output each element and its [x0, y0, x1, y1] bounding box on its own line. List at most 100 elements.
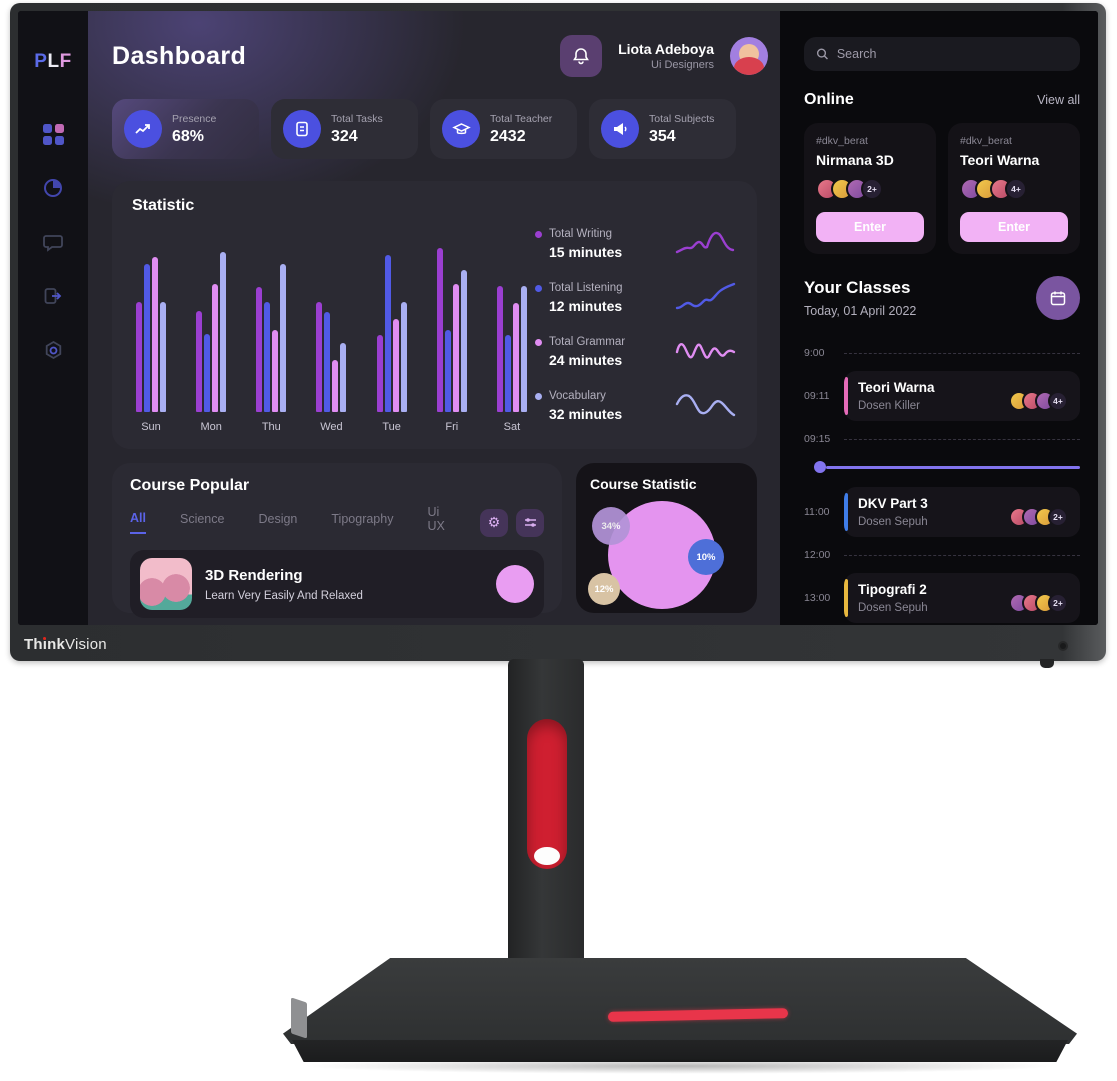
logout-icon[interactable]	[40, 283, 66, 309]
legend-item: Total Writing 15 minutes	[535, 227, 737, 261]
monitor-stand	[508, 659, 584, 989]
avatar-stack: 2+	[1009, 507, 1068, 527]
chat-icon[interactable]	[40, 229, 66, 255]
grammar-sparkline	[675, 343, 736, 359]
avatar-stack: 4+	[1009, 391, 1068, 411]
room-card-nirmana-3d: #dkv_berat Nirmana 3D 2+ Enter	[804, 123, 936, 254]
bar	[264, 301, 271, 412]
search-bar[interactable]	[804, 37, 1080, 71]
search-input[interactable]	[836, 47, 1068, 61]
course-statistic-panel: Course Statistic 34% 10% 12%	[576, 463, 757, 613]
bar-category-label: Sun	[141, 421, 161, 433]
bar	[204, 333, 211, 412]
legend-item: Total Listening 12 minutes	[535, 281, 737, 315]
avatar-stack: 4+	[960, 178, 1068, 200]
course-avatar	[496, 565, 534, 603]
document-icon	[283, 110, 321, 148]
classes-date: Today, 01 April 2022	[804, 304, 917, 318]
floor-shadow	[300, 1058, 1060, 1074]
user-avatar[interactable]	[730, 37, 768, 75]
bar	[280, 264, 287, 412]
bar-category-label: Sat	[503, 421, 521, 433]
more-avatars-badge: 4+	[1005, 178, 1027, 200]
bubble-10: 10%	[688, 539, 724, 575]
tab-ui-ux[interactable]: Ui UX	[427, 505, 445, 533]
bar-chart: Sun Mon Thu Wed Tue Fri Sat	[132, 223, 535, 433]
app-logo: PLF	[34, 51, 72, 72]
class-card-tipografi-2[interactable]: Tipografi 2 Dosen Sepuh 2+	[844, 573, 1080, 623]
classes-timeline: 9:00 09:11 Teori Warna Dosen Killer	[804, 340, 1080, 623]
bar	[452, 283, 459, 412]
stat-card-total-subjects[interactable]: Total Subjects 354	[589, 99, 736, 159]
more-avatars-badge: 2+	[861, 178, 883, 200]
bar	[160, 301, 166, 412]
graduation-cap-icon	[442, 110, 480, 148]
page-title: Dashboard	[112, 41, 247, 70]
calendar-button[interactable]	[1036, 276, 1080, 320]
avatar-stack: 2+	[816, 178, 924, 200]
legend-item: Total Grammar 24 minutes	[535, 335, 737, 369]
legend-item: Vocabulary 32 minutes	[535, 389, 737, 423]
timeline-tick: 09:15	[804, 426, 1080, 452]
view-all-link[interactable]: View all	[1037, 93, 1080, 107]
tab-science[interactable]: Science	[179, 512, 225, 526]
course-popular-panel: Course Popular All Science Design Tipogr…	[112, 463, 562, 618]
timeline-tick: 9:00	[804, 340, 1080, 366]
stat-card-presence[interactable]: Presence 68%	[112, 99, 259, 159]
user-role: Ui Designers	[651, 59, 714, 71]
dashboard-grid-icon[interactable]	[40, 121, 66, 147]
tab-tipography[interactable]: Tipography	[331, 512, 394, 526]
settings-icon[interactable]	[40, 337, 66, 363]
bar-group: Wed	[316, 223, 347, 433]
main-content: Dashboard Liota Adeboya Ui Designers	[88, 11, 780, 625]
bar-category-label: Mon	[200, 421, 222, 433]
monitor-base	[283, 958, 1077, 1044]
bubble-34: 34%	[592, 507, 630, 545]
sidebar: PLF	[18, 11, 88, 625]
gear-icon[interactable]: ⚙	[480, 508, 508, 537]
current-time-indicator	[804, 452, 1080, 482]
user-name: Liota Adeboya	[618, 41, 714, 57]
room-card-teori-warna: #dkv_berat Teori Warna 4+ Enter	[948, 123, 1080, 254]
bar	[512, 303, 519, 412]
avatar-stack: 2+	[1009, 593, 1068, 613]
bar-group: Tue	[376, 223, 407, 433]
enter-button[interactable]: Enter	[816, 212, 924, 242]
online-title: Online	[804, 91, 854, 108]
bar	[444, 330, 451, 412]
bar-group: Mon	[196, 223, 227, 433]
notification-bell-button[interactable]	[560, 35, 603, 77]
bar-category-label: Tue	[382, 421, 401, 433]
bar	[332, 360, 339, 412]
tab-design[interactable]: Design	[258, 512, 298, 526]
class-card-teori-warna[interactable]: Teori Warna Dosen Killer 4+	[844, 371, 1080, 421]
stat-card-total-tasks[interactable]: Total Tasks 324	[271, 99, 418, 159]
search-icon	[816, 48, 828, 60]
bar	[272, 330, 279, 412]
monitor-chin: ThinkVision	[10, 627, 1106, 661]
cable-slot	[527, 719, 567, 869]
enter-button[interactable]: Enter	[960, 212, 1068, 242]
bar	[340, 342, 347, 412]
online-rooms: #dkv_berat Nirmana 3D 2+ Enter #dkv_bera…	[804, 123, 1080, 254]
pie-chart-icon[interactable]	[40, 175, 66, 201]
bar	[504, 335, 511, 412]
your-classes-title: Your Classes	[804, 278, 911, 297]
bar	[144, 264, 150, 412]
bell-icon	[573, 48, 589, 65]
bubble-12: 12%	[588, 573, 620, 605]
lenovo-tag	[291, 997, 307, 1039]
bar	[400, 301, 407, 412]
course-list-item[interactable]: 3D Rendering Learn Very Easily And Relax…	[130, 550, 544, 618]
bar-group: Thu	[256, 223, 287, 433]
tab-all[interactable]: All	[130, 511, 146, 534]
bar	[496, 285, 503, 412]
control-joystick[interactable]	[1040, 659, 1054, 668]
bar	[436, 248, 443, 412]
listening-sparkline	[675, 282, 736, 310]
stat-card-total-teacher[interactable]: Total Teacher 2432	[430, 99, 577, 159]
class-card-dkv-part-3[interactable]: DKV Part 3 Dosen Sepuh 2+	[844, 487, 1080, 537]
bar	[220, 251, 227, 412]
bar-group: Sun	[136, 223, 166, 433]
filter-sliders-icon[interactable]	[516, 508, 544, 537]
